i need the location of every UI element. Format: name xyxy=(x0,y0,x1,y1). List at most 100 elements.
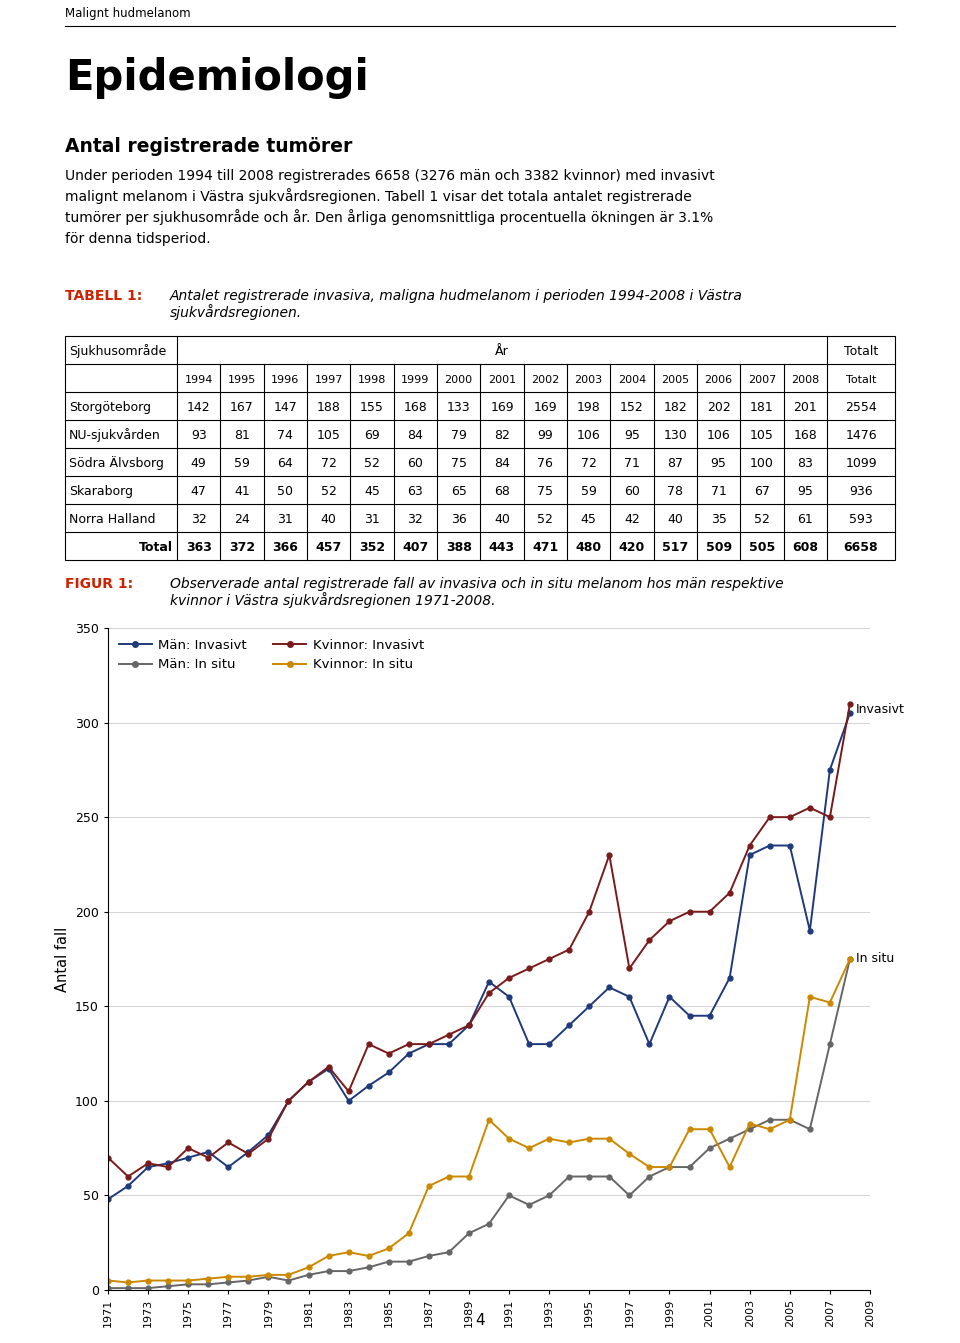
Text: 40: 40 xyxy=(321,513,337,526)
Text: 95: 95 xyxy=(710,457,727,470)
Text: 35: 35 xyxy=(710,513,727,526)
Text: 59: 59 xyxy=(234,457,250,470)
Text: 81: 81 xyxy=(234,428,250,442)
Text: TABELL 1:: TABELL 1: xyxy=(65,289,142,304)
Text: 420: 420 xyxy=(619,541,645,555)
Text: 1997: 1997 xyxy=(315,375,343,385)
Text: malignt melanom i Västra sjukvårdsregionen. Tabell 1 visar det totala antalet re: malignt melanom i Västra sjukvårdsregion… xyxy=(65,188,692,204)
Text: 2008: 2008 xyxy=(791,375,820,385)
Text: 95: 95 xyxy=(798,485,813,498)
Text: 505: 505 xyxy=(749,541,775,555)
Text: 167: 167 xyxy=(230,402,253,414)
Text: Totalt: Totalt xyxy=(846,375,876,385)
Text: 74: 74 xyxy=(277,428,293,442)
Text: Antal registrerade tumörer: Antal registrerade tumörer xyxy=(65,137,352,156)
Text: 41: 41 xyxy=(234,485,250,498)
Text: 130: 130 xyxy=(663,428,687,442)
Text: 147: 147 xyxy=(274,402,298,414)
Text: kvinnor i Västra sjukvårdsregionen 1971-2008.: kvinnor i Västra sjukvårdsregionen 1971-… xyxy=(170,592,495,608)
Text: 40: 40 xyxy=(494,513,510,526)
Text: 78: 78 xyxy=(667,485,684,498)
Text: Sjukhusområde: Sjukhusområde xyxy=(69,344,166,359)
Text: 87: 87 xyxy=(667,457,684,470)
Text: 52: 52 xyxy=(538,513,553,526)
Text: 188: 188 xyxy=(317,402,341,414)
Text: 95: 95 xyxy=(624,428,640,442)
Text: 71: 71 xyxy=(710,485,727,498)
Legend: Män: Invasivt, Män: In situ, Kvinnor: Invasivt, Kvinnor: In situ: Män: Invasivt, Män: In situ, Kvinnor: In… xyxy=(114,635,428,676)
Text: Totalt: Totalt xyxy=(844,345,878,359)
Text: 169: 169 xyxy=(534,402,557,414)
Text: 40: 40 xyxy=(667,513,684,526)
Text: Skaraborg: Skaraborg xyxy=(69,485,133,498)
Text: Under perioden 1994 till 2008 registrerades 6658 (3276 män och 3382 kvinnor) med: Under perioden 1994 till 2008 registrera… xyxy=(65,169,715,183)
Text: 202: 202 xyxy=(707,402,731,414)
Text: Norra Halland: Norra Halland xyxy=(69,513,156,526)
Text: 443: 443 xyxy=(489,541,516,555)
Text: 45: 45 xyxy=(581,513,596,526)
Text: 1099: 1099 xyxy=(845,457,876,470)
Text: 2000: 2000 xyxy=(444,375,472,385)
Text: 106: 106 xyxy=(577,428,601,442)
Text: 133: 133 xyxy=(446,402,470,414)
Text: 593: 593 xyxy=(850,513,873,526)
Text: In situ: In situ xyxy=(856,952,894,966)
Text: 181: 181 xyxy=(750,402,774,414)
Text: 2007: 2007 xyxy=(748,375,776,385)
Text: 4: 4 xyxy=(475,1313,485,1328)
Text: 366: 366 xyxy=(273,541,299,555)
Text: 100: 100 xyxy=(750,457,774,470)
Text: 52: 52 xyxy=(364,457,380,470)
Text: 168: 168 xyxy=(794,428,817,442)
Text: 352: 352 xyxy=(359,541,385,555)
Text: FIGUR 1:: FIGUR 1: xyxy=(65,577,133,591)
Text: 32: 32 xyxy=(191,513,206,526)
Text: 106: 106 xyxy=(707,428,731,442)
Text: 363: 363 xyxy=(185,541,211,555)
Text: 65: 65 xyxy=(451,485,467,498)
Text: 61: 61 xyxy=(798,513,813,526)
Text: 24: 24 xyxy=(234,513,250,526)
Text: 75: 75 xyxy=(450,457,467,470)
Bar xyxy=(65,336,895,560)
Y-axis label: Antal fall: Antal fall xyxy=(55,927,69,991)
Text: 2002: 2002 xyxy=(531,375,560,385)
Text: 201: 201 xyxy=(794,402,817,414)
Text: 608: 608 xyxy=(792,541,818,555)
Text: 99: 99 xyxy=(538,428,553,442)
Text: Observerade antal registrerade fall av invasiva och in situ melanom hos män resp: Observerade antal registrerade fall av i… xyxy=(170,577,783,591)
Text: NU-sjukvården: NU-sjukvården xyxy=(69,428,160,442)
Text: 182: 182 xyxy=(663,402,687,414)
Text: 72: 72 xyxy=(321,457,337,470)
Text: för denna tidsperiod.: för denna tidsperiod. xyxy=(65,232,210,246)
Text: 480: 480 xyxy=(576,541,602,555)
Text: 71: 71 xyxy=(624,457,640,470)
Text: Invasivt: Invasivt xyxy=(856,702,905,716)
Text: 457: 457 xyxy=(316,541,342,555)
Text: 75: 75 xyxy=(538,485,553,498)
Text: 2005: 2005 xyxy=(661,375,689,385)
Text: 471: 471 xyxy=(532,541,559,555)
Text: 168: 168 xyxy=(403,402,427,414)
Text: 45: 45 xyxy=(364,485,380,498)
Text: 84: 84 xyxy=(407,428,423,442)
Text: Malignt hudmelanom: Malignt hudmelanom xyxy=(65,7,191,20)
Text: 105: 105 xyxy=(317,428,341,442)
Text: 936: 936 xyxy=(850,485,873,498)
Text: Storgöteborg: Storgöteborg xyxy=(69,402,151,414)
Text: 72: 72 xyxy=(581,457,596,470)
Text: 36: 36 xyxy=(451,513,467,526)
Text: 155: 155 xyxy=(360,402,384,414)
Text: sjukvårdsregionen.: sjukvårdsregionen. xyxy=(170,304,302,320)
Text: 105: 105 xyxy=(750,428,774,442)
Text: 76: 76 xyxy=(538,457,553,470)
Text: 31: 31 xyxy=(277,513,293,526)
Text: 67: 67 xyxy=(754,485,770,498)
Text: 64: 64 xyxy=(277,457,293,470)
Text: 60: 60 xyxy=(624,485,640,498)
Text: 2554: 2554 xyxy=(845,402,876,414)
Text: 50: 50 xyxy=(277,485,294,498)
Text: tumörer per sjukhusområde och år. Den årliga genomsnittliga procentuella ökninge: tumörer per sjukhusområde och år. Den år… xyxy=(65,210,713,226)
Text: 68: 68 xyxy=(494,485,510,498)
Text: 69: 69 xyxy=(364,428,380,442)
